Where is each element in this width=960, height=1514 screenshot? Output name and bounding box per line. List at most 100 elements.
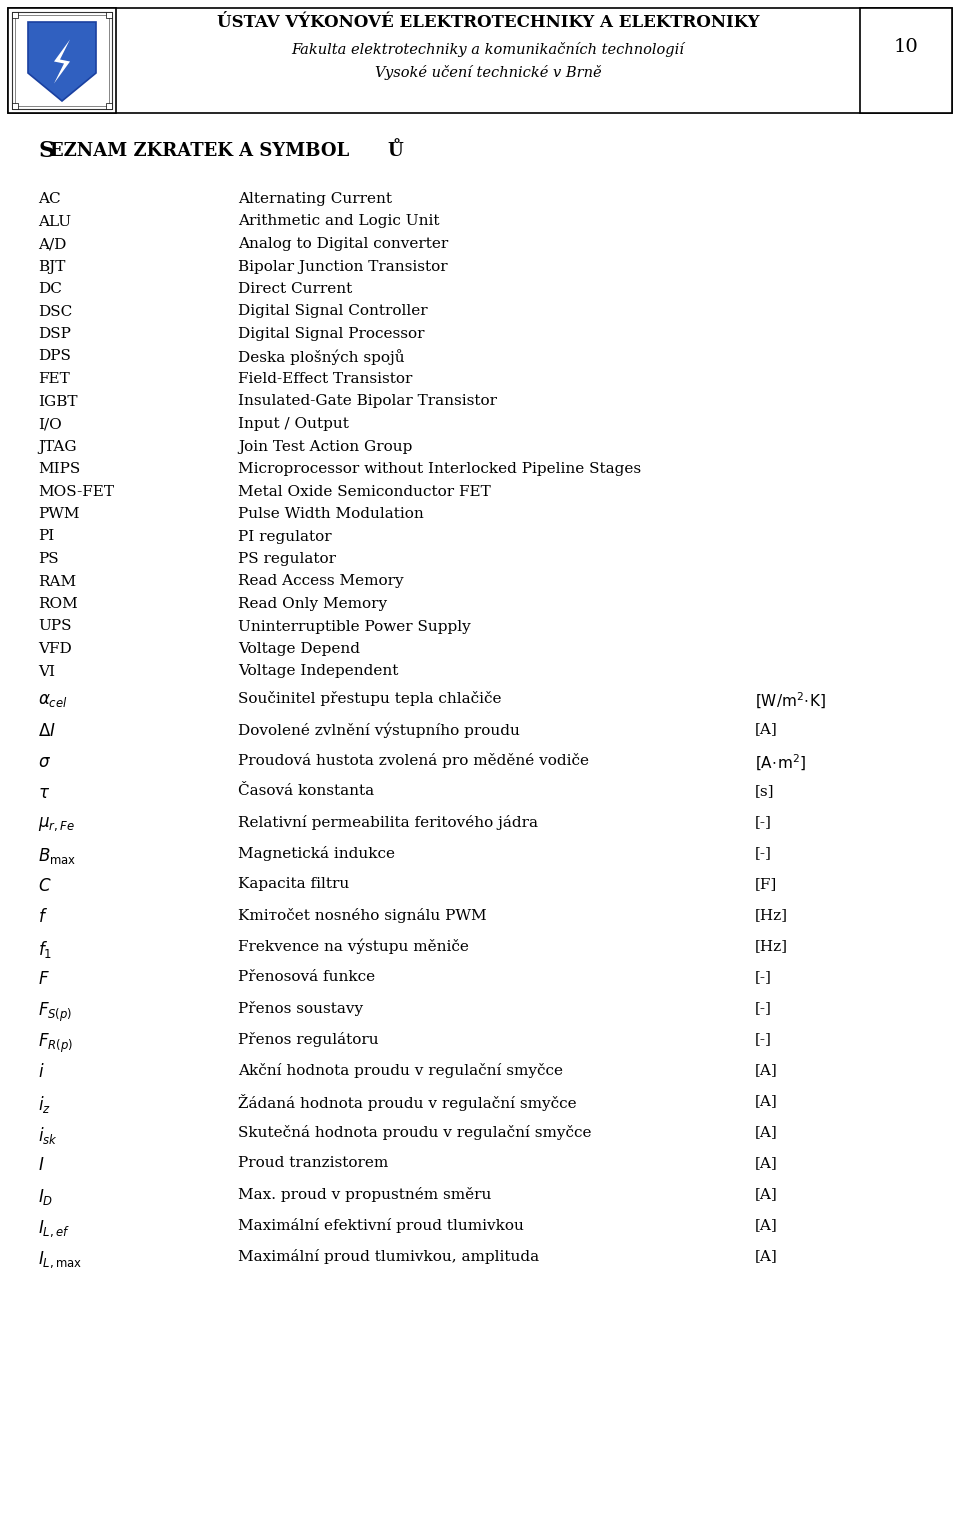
Text: $\alpha_{cel}$: $\alpha_{cel}$ <box>38 690 68 709</box>
Text: [-]: [-] <box>755 1033 772 1046</box>
Text: Arithmetic and Logic Unit: Arithmetic and Logic Unit <box>238 215 440 229</box>
Text: Voltage Independent: Voltage Independent <box>238 665 398 678</box>
Text: PI regulator: PI regulator <box>238 530 331 544</box>
Text: DSP: DSP <box>38 327 71 341</box>
Text: Analog to Digital converter: Analog to Digital converter <box>238 238 448 251</box>
Text: JTAG: JTAG <box>38 439 77 454</box>
Text: DPS: DPS <box>38 350 71 363</box>
Text: Read Access Memory: Read Access Memory <box>238 574 403 589</box>
Text: [A]: [A] <box>755 1187 778 1201</box>
Text: Digital Signal Processor: Digital Signal Processor <box>238 327 424 341</box>
Text: [-]: [-] <box>755 846 772 860</box>
Text: Join Test Action Group: Join Test Action Group <box>238 439 413 454</box>
Polygon shape <box>28 23 96 101</box>
Text: [F]: [F] <box>755 877 778 892</box>
Text: PI: PI <box>38 530 55 544</box>
Text: Pulse Width Modulation: Pulse Width Modulation <box>238 507 423 521</box>
Text: DSC: DSC <box>38 304 72 318</box>
Text: Deska plošných spojů: Deska plošných spojů <box>238 350 404 365</box>
Text: Přenos regulátoru: Přenos regulátoru <box>238 1033 378 1048</box>
Text: Kapacita filtru: Kapacita filtru <box>238 877 349 892</box>
Text: $\mu_{r,Fe}$: $\mu_{r,Fe}$ <box>38 815 75 833</box>
Text: $i_{sk}$: $i_{sk}$ <box>38 1125 58 1146</box>
Text: Read Only Memory: Read Only Memory <box>238 597 387 612</box>
Text: Field-Effect Transistor: Field-Effect Transistor <box>238 372 413 386</box>
Text: 10: 10 <box>894 38 919 56</box>
Text: IGBT: IGBT <box>38 395 78 409</box>
Text: Frekvence na výstupu měniče: Frekvence na výstupu měniče <box>238 939 468 954</box>
Bar <box>12 12 112 109</box>
Text: VFD: VFD <box>38 642 72 656</box>
Text: PWM: PWM <box>38 507 80 521</box>
Bar <box>15 15 109 106</box>
Bar <box>8 8 116 114</box>
Text: BJT: BJT <box>38 259 65 274</box>
Text: Relativní permeabilita feritového jádra: Relativní permeabilita feritového jádra <box>238 815 538 830</box>
Text: AC: AC <box>38 192 60 206</box>
Text: $F_{S(p)}$: $F_{S(p)}$ <box>38 1001 72 1023</box>
Text: $i_z$: $i_z$ <box>38 1095 51 1114</box>
Text: $f_1$: $f_1$ <box>38 939 52 960</box>
Bar <box>12 103 18 109</box>
Bar <box>106 12 112 18</box>
Text: FET: FET <box>38 372 70 386</box>
Text: Časová konstanta: Časová konstanta <box>238 784 374 798</box>
Text: Input / Output: Input / Output <box>238 416 348 431</box>
Text: Max. proud v propustném směru: Max. proud v propustném směru <box>238 1187 492 1202</box>
Text: Součinitel přestupu tepla chlačiče: Součinitel přestupu tepla chlačiče <box>238 690 501 706</box>
Text: $F$: $F$ <box>38 970 50 989</box>
Text: VI: VI <box>38 665 55 678</box>
Text: Dovolené zvlnění výstupního proudu: Dovolené zvlnění výstupního proudu <box>238 722 520 737</box>
Text: [s]: [s] <box>755 784 775 798</box>
Text: [A]: [A] <box>755 1063 778 1076</box>
Text: MOS-FET: MOS-FET <box>38 484 114 498</box>
Text: Digital Signal Controller: Digital Signal Controller <box>238 304 427 318</box>
Text: Direct Current: Direct Current <box>238 282 352 297</box>
Text: PS regulator: PS regulator <box>238 553 336 566</box>
Text: Uninterruptible Power Supply: Uninterruptible Power Supply <box>238 619 470 633</box>
Text: $B_{\mathrm{max}}$: $B_{\mathrm{max}}$ <box>38 846 77 866</box>
Text: Proudová hustota zvolená pro měděné vodiče: Proudová hustota zvolená pro měděné vodi… <box>238 752 589 768</box>
Text: $F_{R(p)}$: $F_{R(p)}$ <box>38 1033 73 1055</box>
Text: Skutečná hodnota proudu v regulační smyčce: Skutečná hodnota proudu v regulační smyč… <box>238 1125 591 1140</box>
Text: Přenosová funkce: Přenosová funkce <box>238 970 375 984</box>
Text: MIPS: MIPS <box>38 462 81 475</box>
Text: ROM: ROM <box>38 597 78 612</box>
Text: Ů: Ů <box>387 142 403 160</box>
Text: $[\mathrm{A\!\cdot\!m^2}]$: $[\mathrm{A\!\cdot\!m^2}]$ <box>755 752 806 774</box>
Text: [Hz]: [Hz] <box>755 939 788 952</box>
Text: $[\mathrm{W/m^2\!\cdot\!K}]$: $[\mathrm{W/m^2\!\cdot\!K}]$ <box>755 690 826 712</box>
Text: DC: DC <box>38 282 61 297</box>
Text: $f$: $f$ <box>38 908 48 927</box>
Text: Fakulta elektrotechniky a komunikačních technologií: Fakulta elektrotechniky a komunikačních … <box>292 42 684 58</box>
Text: Vysoké učení technické v Brně: Vysoké učení technické v Brně <box>374 65 601 80</box>
Text: [A]: [A] <box>755 1249 778 1263</box>
Text: [A]: [A] <box>755 1095 778 1108</box>
Text: Insulated-Gate Bipolar Transistor: Insulated-Gate Bipolar Transistor <box>238 395 497 409</box>
Text: $C$: $C$ <box>38 877 52 895</box>
Text: Žádaná hodnota proudu v regulační smyčce: Žádaná hodnota proudu v regulační smyčce <box>238 1095 577 1111</box>
Text: $I_{L,ef}$: $I_{L,ef}$ <box>38 1217 70 1238</box>
Text: Alternating Current: Alternating Current <box>238 192 392 206</box>
Text: [-]: [-] <box>755 1001 772 1014</box>
Text: Voltage Depend: Voltage Depend <box>238 642 360 656</box>
Text: Bipolar Junction Transistor: Bipolar Junction Transistor <box>238 259 447 274</box>
Text: Metal Oxide Semiconductor FET: Metal Oxide Semiconductor FET <box>238 484 491 498</box>
Text: Magnetická indukce: Magnetická indukce <box>238 846 395 861</box>
Text: $i$: $i$ <box>38 1063 44 1081</box>
Text: $\sigma$: $\sigma$ <box>38 752 51 771</box>
Bar <box>12 12 18 18</box>
Text: [A]: [A] <box>755 1125 778 1139</box>
Bar <box>106 103 112 109</box>
Text: EZNAM ZKRATEK A SYMBOL: EZNAM ZKRATEK A SYMBOL <box>50 142 349 160</box>
Text: S: S <box>38 139 54 162</box>
Text: $\Delta I$: $\Delta I$ <box>38 722 56 740</box>
Text: RAM: RAM <box>38 574 76 589</box>
Text: Maximální efektivní proud tlumivkou: Maximální efektivní proud tlumivkou <box>238 1217 524 1232</box>
Text: A/D: A/D <box>38 238 66 251</box>
Text: Microprocessor without Interlocked Pipeline Stages: Microprocessor without Interlocked Pipel… <box>238 462 641 475</box>
Bar <box>860 8 952 114</box>
Text: Proud tranzistorem: Proud tranzistorem <box>238 1157 388 1170</box>
Text: Akční hodnota proudu v regulační smyčce: Akční hodnota proudu v regulační smyčce <box>238 1063 563 1078</box>
Text: UPS: UPS <box>38 619 71 633</box>
